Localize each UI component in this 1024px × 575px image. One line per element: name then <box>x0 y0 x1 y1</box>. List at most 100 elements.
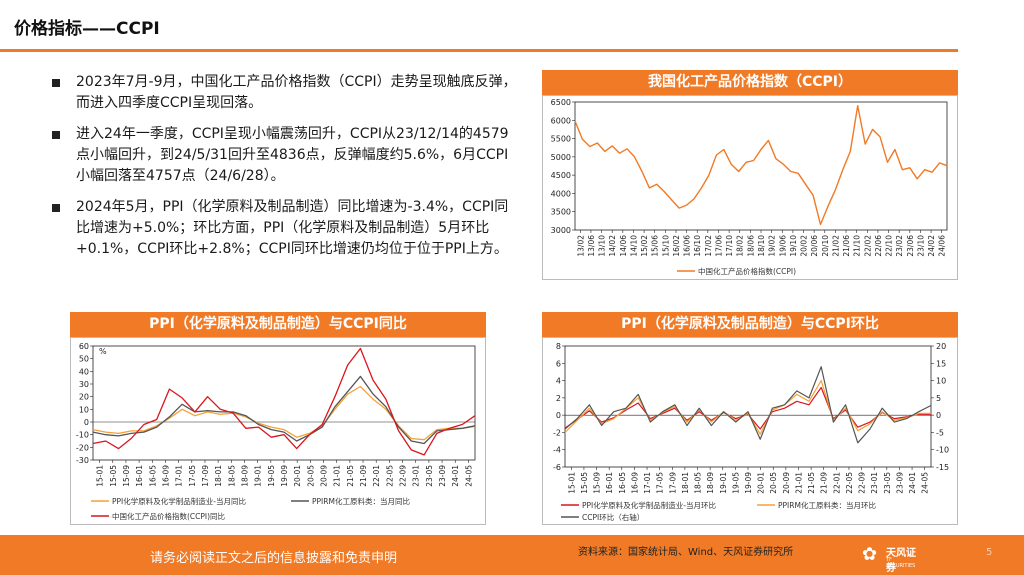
x-tick-label: 21/06 <box>842 235 851 257</box>
x-tick-label: 17-01 <box>175 465 184 487</box>
x-tick-label: 18-01 <box>214 465 223 487</box>
x-tick-label: 21-05 <box>807 472 816 494</box>
footer-bar: 请务必阅读正文之后的信息披露和免责申明 资料来源：国家统计局、Wind、天风证券… <box>0 535 1024 575</box>
x-tick-label: 21-09 <box>820 472 829 494</box>
x-tick-label: 16-09 <box>630 472 639 494</box>
y-tick-label: 20 <box>79 393 89 402</box>
flower-logo-icon: ✿ <box>862 544 878 565</box>
x-tick-label: 13/02 <box>576 235 585 257</box>
y-tick-label: 6000 <box>551 116 571 125</box>
x-tick-label: 17-05 <box>656 472 665 494</box>
x-tick-label: 18-05 <box>227 465 236 487</box>
series-line-3 <box>92 347 476 456</box>
series-line-2 <box>92 375 476 445</box>
x-tick-label: 17/06 <box>714 235 723 257</box>
title-divider <box>0 49 958 52</box>
x-tick-label: 23/02 <box>895 235 904 257</box>
yoy-chart-svg: -30 -20 -10 0 10 20 30 40 50 60% 15-01 15-05 15-09 16… <box>76 342 476 521</box>
legend-label: PPIRM化工原料类：当月环比 <box>778 500 876 510</box>
series-line-1 <box>564 386 931 430</box>
x-tick-label: 23/06 <box>906 235 915 257</box>
x-tick-label: 19-01 <box>719 472 728 494</box>
x-tick-label: 21/10 <box>853 235 862 257</box>
x-tick-label: 22-05 <box>845 472 854 494</box>
logo-name: 天风证券 <box>886 548 916 574</box>
bullet-item-1: 2023年7月-9月，中国化工产品价格指数（CCPI）走势呈现触底反弹，而进入四… <box>52 72 520 114</box>
x-tick-label: 18-09 <box>240 465 249 487</box>
ccpi-chart: 3000 3500 4000 4500 5000 5500 6000 6500 13/02 13/… <box>542 95 958 280</box>
legend-label: PPIRM化工原料类：当月同比 <box>312 496 410 506</box>
x-tick-label: 14/10 <box>629 235 638 257</box>
x-tick-label: 16/10 <box>693 235 702 257</box>
x-tick-label: 20-01 <box>757 472 766 494</box>
x-tick-label: 17/02 <box>704 235 713 257</box>
mom-chart-svg: -6 -4 -2 0 2 4 6 8 -15 -10 -5 0 5 10 15 20 15-01 15-05 15-… <box>553 342 949 522</box>
x-tick-label: 19-09 <box>744 472 753 494</box>
x-tick-label: 15/02 <box>640 235 649 257</box>
y-tick-label: 0 <box>84 418 89 427</box>
x-tick-label: 20/06 <box>810 235 819 257</box>
y-tick-label: 4000 <box>551 189 571 198</box>
y-tick-label: 8 <box>556 342 561 351</box>
x-tick-label: 19-05 <box>731 472 740 494</box>
bullet-text: 2024年5月，PPI（化学原料及制品制造）同比增速为-3.4%，CCPI同比增… <box>76 199 509 257</box>
y2-tick-label: 15 <box>936 359 946 368</box>
y-tick-label: 30 <box>79 380 89 389</box>
bullet-item-2: 进入24年一季度，CCPI呈现小幅震荡回升，CCPI从23/12/14的4579… <box>52 124 520 187</box>
plot-frame <box>574 101 948 231</box>
x-tick-label: 14/06 <box>619 235 628 257</box>
x-tick-label: 16-01 <box>135 465 144 487</box>
legend-label: PPI化学原料及化学制品制造业-当月环比 <box>582 500 716 510</box>
x-tick-label: 22/02 <box>863 235 872 257</box>
series-line-1 <box>92 385 476 441</box>
bullet-list: 2023年7月-9月，中国化工产品价格指数（CCPI）走势呈现触底反弹，而进入四… <box>52 72 520 270</box>
y-tick-label: 6 <box>556 359 561 368</box>
x-tick-label: 16-01 <box>605 472 614 494</box>
x-tick-label: 15-09 <box>593 472 602 494</box>
x-tick-label: 22/06 <box>874 235 883 257</box>
x-tick-label: 18/06 <box>746 235 755 257</box>
x-tick-label: 19-01 <box>254 465 263 487</box>
x-tick-label: 23-05 <box>883 472 892 494</box>
x-tick-label: 20-05 <box>769 472 778 494</box>
x-tick-label: 24-01 <box>908 472 917 494</box>
legend-label: PPI化学原料及化学制品制造业-当月同比 <box>112 496 246 506</box>
yoy-chart-title: PPI（化学原料及制品制造）与CCPI同比 <box>70 312 486 337</box>
x-tick-label: 13/10 <box>598 235 607 257</box>
x-tick-label: 18/10 <box>757 235 766 257</box>
x-tick-label: 17-09 <box>668 472 677 494</box>
logo-english: TF SECURITIES <box>886 557 916 569</box>
x-tick-label: 24-01 <box>451 465 460 487</box>
x-tick-label: 21-01 <box>794 472 803 494</box>
yoy-chart: -30 -20 -10 0 10 20 30 40 50 60% 15-01 15-05 15-09 16… <box>70 337 486 525</box>
x-tick-label: 20/10 <box>821 235 830 257</box>
y-tick-label: -2 <box>553 428 561 437</box>
x-tick-label: 20-09 <box>320 465 329 487</box>
x-tick-label: 21-01 <box>333 465 342 487</box>
y2-tick-label: 20 <box>936 342 946 351</box>
x-tick-label: 18/02 <box>736 235 745 257</box>
x-tick-label: 20-05 <box>306 465 315 487</box>
legend-label: CCPI环比（右轴） <box>582 512 644 522</box>
x-tick-label: 23-01 <box>870 472 879 494</box>
y2-tick-label: 10 <box>936 377 946 386</box>
bullet-text: 进入24年一季度，CCPI呈现小幅震荡回升，CCPI从23/12/14的4579… <box>76 126 509 184</box>
x-tick-label: 24-05 <box>921 472 930 494</box>
y-tick-label: 40 <box>79 367 89 376</box>
x-tick-label: 22-09 <box>858 472 867 494</box>
x-tick-label: 15-05 <box>580 472 589 494</box>
x-tick-label: 15-01 <box>567 472 576 494</box>
x-tick-label: 18-01 <box>681 472 690 494</box>
x-tick-label: 13/06 <box>587 235 596 257</box>
series-line-2 <box>564 379 931 435</box>
bullet-item-3: 2024年5月，PPI（化学原料及制品制造）同比增速为-3.4%，CCPI同比增… <box>52 197 520 260</box>
x-tick-label: 17-09 <box>201 465 210 487</box>
x-tick-label: 23-09 <box>438 465 447 487</box>
series-line-1 <box>574 104 948 226</box>
x-tick-label: 14/02 <box>608 235 617 257</box>
x-tick-label: 16-09 <box>161 465 170 487</box>
series-line-3 <box>564 366 932 444</box>
x-tick-label: 19/10 <box>789 235 798 257</box>
x-tick-label: 19/06 <box>778 235 787 257</box>
y-tick-label: -10 <box>76 431 89 440</box>
